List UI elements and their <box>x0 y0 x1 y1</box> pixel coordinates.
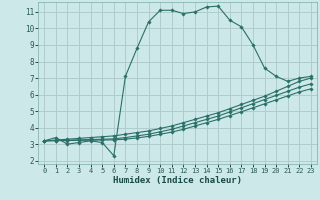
X-axis label: Humidex (Indice chaleur): Humidex (Indice chaleur) <box>113 176 242 185</box>
